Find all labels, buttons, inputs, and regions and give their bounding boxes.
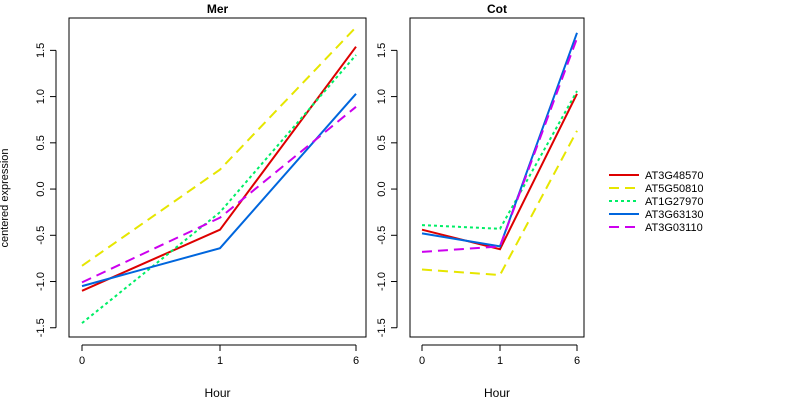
plot-frame: [68, 17, 367, 338]
y-tick-label: 1.5: [376, 43, 388, 58]
x-axis-label: Hour: [204, 386, 230, 400]
x-tick-label: 6: [353, 355, 359, 367]
y-tick-label: -0.5: [35, 226, 47, 245]
panel-title: Mer: [207, 2, 229, 16]
legend-item: AT3G63130: [609, 209, 704, 221]
x-axis-label: Hour: [484, 386, 510, 400]
y-tick-label: 1.0: [35, 89, 47, 104]
legend-label: AT3G63130: [645, 209, 704, 221]
y-axis-label: centered expression: [0, 148, 11, 247]
y-tick-label: -1.0: [376, 272, 388, 291]
x-tick-label: 0: [419, 355, 425, 367]
series-line-at5g50810: [81, 26, 357, 267]
y-tick-label: 0.5: [376, 135, 388, 150]
x-tick-label: 1: [497, 355, 503, 367]
x-tick-label: 6: [574, 355, 580, 367]
y-tick-label: 0.0: [35, 181, 47, 196]
series-line-at3g48570: [81, 46, 357, 292]
legend-item: AT5G50810: [609, 183, 704, 195]
y-tick-label: 1.5: [35, 43, 47, 58]
panel-title: Cot: [487, 2, 507, 16]
y-tick-label: -1.0: [35, 272, 47, 291]
y-tick-label: 0.0: [376, 181, 388, 196]
y-tick-label: -1.5: [376, 318, 388, 337]
legend-label: AT3G03110: [645, 222, 703, 234]
series-line-at5g50810: [421, 130, 578, 277]
series-line-at3g63130: [81, 93, 357, 288]
legend-item: AT3G48570: [609, 170, 704, 182]
legend: AT3G48570AT5G50810AT1G27970AT3G63130AT3G…: [609, 170, 704, 234]
series-line-at3g03110: [81, 106, 357, 284]
y-tick-label: -1.5: [35, 318, 47, 337]
series-line-at1g27970: [81, 54, 357, 324]
legend-label: AT3G48570: [645, 170, 704, 182]
legend-label: AT5G50810: [645, 183, 704, 195]
plot-frame: [409, 17, 585, 338]
y-tick-label: 1.0: [376, 89, 388, 104]
series-line-at3g63130: [421, 32, 578, 248]
y-tick-label: -0.5: [376, 226, 388, 245]
chart-panels: Mer -1.5 -1.0 -0.5 0.0 0.5 1.0 1.5 0 1 6 Hour Cot -1.…: [35, 2, 585, 400]
legend-item: AT3G03110: [609, 222, 703, 234]
series-line-at3g03110: [421, 37, 578, 253]
panel-mer: Mer -1.5 -1.0 -0.5 0.0 0.5 1.0 1.5 0 1 6 Hour: [35, 2, 367, 400]
panel-cot: Cot -1.5 -1.0 -0.5 0.0 0.5 1.0 1.5 0 1 6 Hour: [376, 2, 585, 400]
legend-label: AT1G27970: [645, 196, 704, 208]
series-line-at1g27970: [421, 90, 578, 230]
x-tick-label: 1: [217, 355, 223, 367]
y-tick-label: 0.5: [35, 135, 47, 150]
series-line-at3g48570: [421, 93, 578, 251]
legend-item: AT1G27970: [609, 196, 704, 208]
x-tick-label: 0: [79, 355, 85, 367]
